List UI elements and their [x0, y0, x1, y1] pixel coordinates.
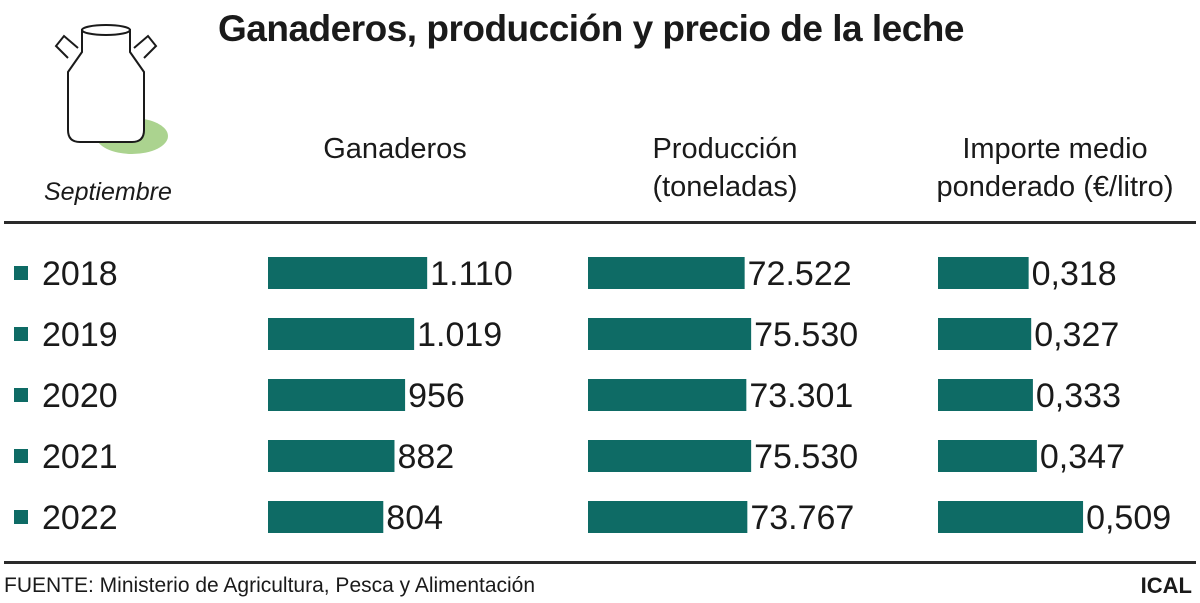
year-marker-icon	[14, 266, 28, 280]
farmers-value-label: 956	[408, 377, 465, 415]
milk-can-icon	[44, 8, 184, 158]
production-value-label: 72.522	[748, 255, 852, 293]
farmers-value-label: 882	[397, 438, 454, 476]
price-value-label: 0,509	[1086, 499, 1171, 537]
production-value-label: 73.767	[750, 499, 854, 537]
price-value-label: 0,347	[1040, 438, 1125, 476]
year-label: 2020	[42, 377, 118, 415]
column-header-farmers: Ganaderos	[300, 130, 490, 168]
production-bar	[588, 318, 752, 350]
production-bar	[588, 257, 745, 289]
period-label: Septiembre	[44, 178, 172, 206]
column-header-farmers-text: Ganaderos	[323, 133, 467, 165]
production-bar	[588, 379, 747, 411]
price-value-label: 0,327	[1034, 316, 1119, 354]
production-bar	[588, 440, 752, 472]
production-value-label: 75.530	[754, 316, 858, 354]
production-bar	[588, 501, 748, 533]
column-header-production-line2: (toneladas)	[652, 171, 798, 203]
column-header-production-line1: Producción	[652, 133, 798, 165]
column-header-price-line1: Importe medio	[962, 133, 1148, 165]
price-value-label: 0,318	[1032, 255, 1117, 293]
year-label: 2019	[42, 316, 118, 354]
production-value-label: 73.301	[749, 377, 853, 415]
farmers-bar	[268, 318, 415, 350]
production-value-label: 75.530	[754, 438, 858, 476]
year-marker-icon	[14, 510, 28, 524]
credit-label: ICAL	[1140, 573, 1192, 598]
column-header-price: Importe medio ponderado (€/litro)	[926, 130, 1184, 206]
price-bar	[938, 318, 1032, 350]
farmers-value-label: 1.110	[430, 255, 513, 293]
farmers-value-label: 804	[386, 499, 443, 537]
farmers-bar	[268, 440, 395, 472]
price-bar	[938, 501, 1084, 533]
year-marker-icon	[14, 388, 28, 402]
source-note: FUENTE: Ministerio de Agricultura, Pesca…	[4, 574, 536, 597]
year-marker-icon	[14, 449, 28, 463]
column-header-price-line2: ponderado (€/litro)	[936, 171, 1174, 203]
price-bar	[938, 440, 1037, 472]
column-header-production: Producción (toneladas)	[620, 130, 830, 206]
year-label: 2018	[42, 255, 118, 293]
price-bar	[938, 379, 1033, 411]
header-rule	[4, 221, 1196, 224]
page-title: Ganaderos, producción y precio de la lec…	[218, 8, 964, 49]
year-label: 2022	[42, 499, 118, 537]
year-marker-icon	[14, 327, 28, 341]
farmers-value-label: 1.019	[417, 316, 502, 354]
farmers-bar	[268, 257, 428, 289]
year-label: 2021	[42, 438, 118, 476]
price-bar	[938, 257, 1029, 289]
price-value-label: 0,333	[1036, 377, 1121, 415]
farmers-bar	[268, 501, 384, 533]
farmers-bar	[268, 379, 406, 411]
footer-rule	[4, 561, 1196, 564]
